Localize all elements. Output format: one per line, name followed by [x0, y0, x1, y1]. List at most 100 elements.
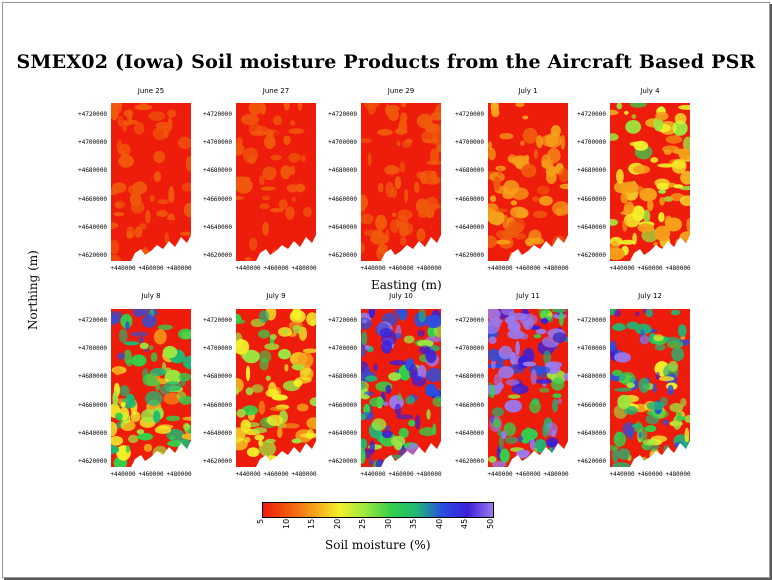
moisture-patch: [626, 321, 640, 330]
y-tick-label: +4620000: [203, 252, 232, 259]
y-tick-label: +4700000: [577, 345, 606, 353]
moisture-patch: [658, 376, 675, 382]
moisture-patch: [399, 161, 406, 173]
moisture-patch: [680, 398, 687, 407]
moisture-patch: [148, 111, 166, 121]
moisture-patch: [134, 122, 145, 135]
moisture-patch: [545, 309, 550, 314]
moisture-patch: [626, 382, 635, 389]
moisture-patch: [164, 367, 172, 375]
moisture-patch: [297, 352, 314, 369]
moisture-patch: [673, 184, 684, 189]
x-tick-label: +440000: [609, 265, 635, 272]
moisture-patch: [505, 379, 520, 386]
moisture-patch: [258, 246, 273, 251]
moisture-patch: [365, 375, 378, 382]
moisture-patch: [117, 115, 124, 127]
moisture-patch: [167, 109, 177, 118]
y-axis-title: Northing (m): [26, 250, 40, 330]
moisture-patch: [511, 384, 529, 395]
colorbar-tick-label: 25: [358, 519, 368, 530]
moisture-patch: [425, 368, 441, 383]
moisture-patch: [157, 199, 169, 205]
moisture-patch: [148, 345, 154, 350]
moisture-patch: [612, 462, 630, 467]
moisture-patch: [134, 226, 143, 238]
x-tick-label: +440000: [110, 471, 136, 478]
moisture-patch: [114, 200, 126, 209]
moisture-patch: [236, 204, 244, 211]
moisture-patch: [240, 419, 251, 433]
moisture-patch: [680, 170, 690, 185]
y-tick-label: +4720000: [78, 317, 107, 324]
moisture-patch: [272, 115, 282, 126]
moisture-patch: [491, 407, 505, 417]
moisture-patch: [558, 312, 564, 326]
moisture-patch: [510, 187, 529, 200]
moisture-patch: [270, 154, 282, 161]
moisture-patch: [664, 336, 681, 344]
y-tick-label: +4640000: [577, 429, 606, 437]
soil-moisture-map: [361, 309, 441, 467]
moisture-patch: [610, 340, 617, 352]
moisture-patch: [375, 214, 387, 231]
soil-moisture-map: [236, 309, 316, 467]
x-tick-label: +440000: [360, 265, 386, 272]
moisture-patch: [414, 181, 420, 193]
y-tick-label: +4680000: [78, 373, 107, 381]
x-tick-label: +440000: [235, 265, 261, 272]
moisture-patch: [111, 103, 123, 109]
moisture-patch: [306, 312, 316, 326]
moisture-patch: [557, 398, 562, 404]
moisture-patch: [377, 243, 388, 254]
moisture-patch: [424, 196, 439, 212]
moisture-patch: [138, 103, 149, 106]
x-tick-label: +480000: [166, 265, 192, 272]
moisture-patch: [125, 321, 130, 331]
no-data-region: [131, 235, 191, 261]
moisture-patch: [394, 403, 402, 416]
moisture-patch: [664, 215, 673, 228]
moisture-patch: [139, 342, 149, 350]
moisture-patch: [613, 431, 626, 447]
moisture-patch: [282, 423, 300, 429]
moisture-patch: [545, 132, 562, 148]
moisture-patch: [665, 135, 683, 144]
moisture-patch: [118, 154, 134, 168]
moisture-patch: [179, 231, 191, 236]
moisture-patch: [283, 103, 290, 111]
colorbar-tick-label: 5: [256, 519, 265, 525]
moisture-patch: [181, 182, 191, 192]
moisture-patch: [545, 437, 559, 448]
moisture-patch: [236, 143, 245, 156]
moisture-patch: [127, 185, 135, 194]
moisture-patch: [265, 375, 271, 381]
y-tick-label: +4660000: [78, 401, 107, 409]
moisture-patch: [117, 352, 126, 360]
moisture-patch: [531, 196, 539, 202]
moisture-patch: [620, 239, 636, 245]
moisture-patch: [111, 239, 120, 255]
moisture-patch: [425, 383, 437, 397]
moisture-patch: [245, 365, 251, 382]
moisture-patch: [678, 148, 690, 161]
x-tick-label: +440000: [360, 471, 386, 478]
moisture-patch: [411, 376, 427, 387]
soil-moisture-map: [111, 309, 191, 467]
moisture-patch: [422, 138, 440, 144]
moisture-patch: [659, 196, 665, 206]
x-tick-label: +460000: [388, 471, 414, 478]
moisture-patch: [126, 231, 133, 239]
moisture-patch: [160, 385, 170, 395]
moisture-patch: [373, 363, 378, 372]
moisture-patch: [490, 385, 495, 399]
moisture-patch: [369, 440, 375, 455]
moisture-patch: [364, 366, 371, 374]
moisture-patch: [291, 438, 302, 444]
moisture-patch: [417, 211, 429, 218]
moisture-patch: [136, 429, 145, 435]
moisture-patch: [488, 309, 501, 320]
moisture-patch: [430, 111, 441, 121]
moisture-patch: [684, 414, 690, 423]
